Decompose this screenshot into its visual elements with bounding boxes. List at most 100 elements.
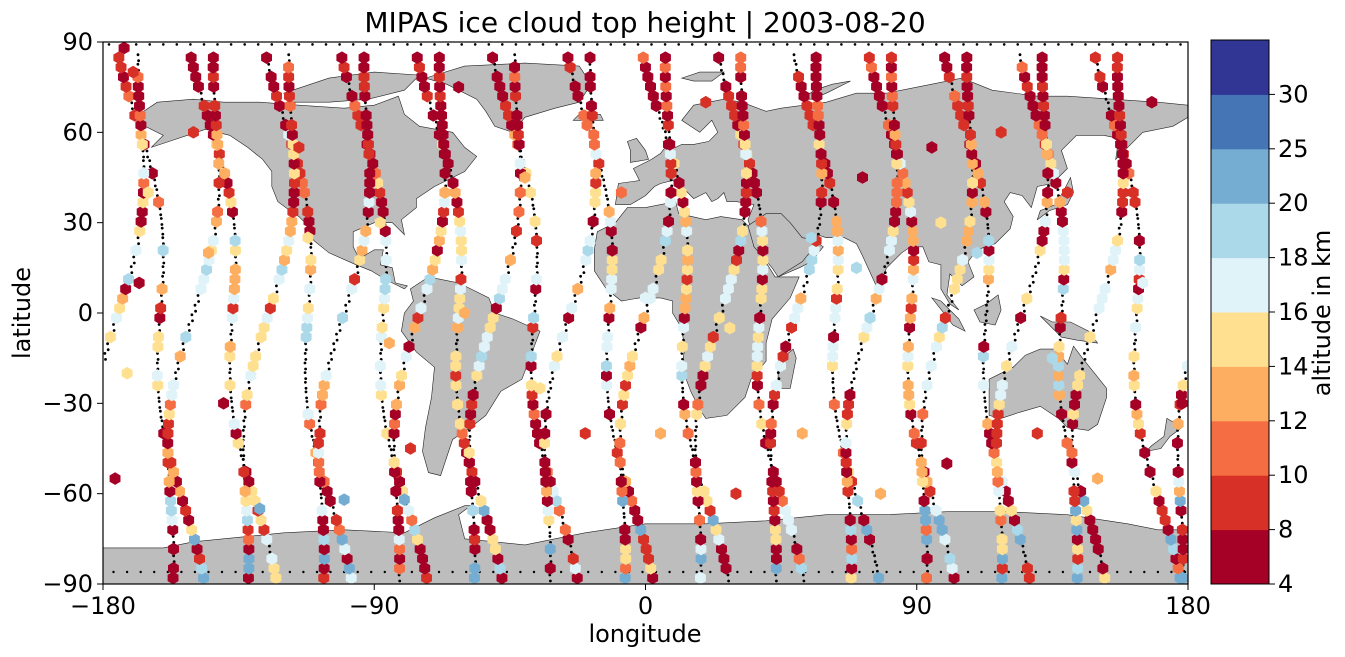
track-point (762, 429, 765, 432)
cloud-point (966, 186, 978, 199)
track-point (886, 261, 890, 265)
cloud-point (903, 388, 915, 402)
track-point (1076, 477, 1079, 480)
track-point (112, 329, 116, 332)
track-point (948, 43, 952, 46)
track-point (1008, 358, 1012, 361)
cloud-point (920, 523, 932, 537)
track-point (951, 88, 954, 91)
cloud-point (544, 562, 556, 575)
cloud-point (933, 330, 945, 344)
track-point (305, 400, 309, 403)
cloud-point (442, 157, 454, 170)
track-point (540, 448, 544, 452)
cloud-point (527, 398, 539, 411)
cloud-point (917, 475, 929, 488)
track-point (1031, 274, 1035, 278)
cloud-point (229, 263, 241, 276)
cloud-point (201, 263, 212, 276)
track-point (148, 159, 152, 163)
track-point (581, 265, 585, 268)
cloud-point (396, 369, 407, 382)
track-point (243, 415, 247, 419)
cloud-point (949, 282, 960, 296)
track-point (612, 435, 615, 438)
track-point (162, 271, 166, 274)
cloud-point (419, 562, 431, 575)
track-point (338, 43, 341, 46)
track-point (241, 448, 245, 452)
cloud-point (603, 311, 615, 325)
track-point (984, 319, 988, 323)
track-point (288, 570, 292, 574)
cloud-point (939, 311, 951, 325)
cloud-point (677, 195, 689, 209)
track-point (787, 338, 791, 342)
cloud-point (905, 407, 917, 421)
track-point (884, 117, 888, 120)
track-point (662, 246, 665, 249)
cloud-point (453, 80, 465, 94)
cloud-point (391, 504, 403, 517)
cloud-point (1177, 552, 1188, 565)
colorbar-segment (1211, 312, 1269, 367)
cloud-point (1099, 282, 1111, 296)
cloud-point (525, 359, 537, 373)
track-point (970, 213, 973, 217)
cloud-point (530, 273, 542, 286)
cloud-point (491, 70, 503, 84)
cloud-point (133, 89, 145, 103)
track-point (619, 473, 623, 477)
cloud-point (966, 147, 978, 161)
cloud-point (118, 70, 129, 84)
track-point (606, 400, 610, 403)
cloud-point (740, 186, 752, 199)
colorbar-tick-label: 10 (1278, 461, 1309, 489)
cloud-point (469, 562, 481, 575)
track-point (1141, 444, 1145, 448)
track-point (1003, 377, 1007, 380)
cloud-point (863, 51, 875, 64)
cloud-point (924, 485, 936, 498)
cloud-point (604, 301, 616, 315)
track-point (393, 444, 396, 448)
cloud-point (962, 99, 974, 113)
cloud-point (676, 359, 688, 373)
track-point (590, 226, 594, 230)
track-point (1088, 570, 1092, 574)
cloud-point (1015, 311, 1027, 325)
cloud-point (162, 436, 174, 450)
cloud-point (1087, 523, 1099, 537)
cloud-point (857, 171, 868, 184)
cloud-point (438, 147, 450, 161)
cloud-point (1133, 417, 1144, 431)
cloud-point (1058, 273, 1070, 286)
cloud-point (305, 253, 317, 267)
track-point (820, 178, 824, 182)
cloud-point (1037, 80, 1048, 93)
cloud-point (606, 244, 618, 257)
cloud-point (1058, 263, 1070, 276)
cloud-point (153, 195, 164, 209)
cloud-point (1127, 186, 1139, 199)
cloud-point (1068, 407, 1079, 421)
cloud-point (831, 282, 843, 296)
cloud-point (543, 513, 555, 527)
track-point (528, 43, 531, 46)
cloud-point (935, 216, 947, 229)
colorbar-label: altitude in km (1308, 230, 1336, 397)
cloud-point (213, 147, 225, 161)
track-point (501, 43, 504, 46)
track-point (981, 188, 984, 192)
track-point (983, 323, 987, 326)
cloud-point (767, 398, 779, 411)
track-point (860, 348, 864, 352)
track-point (984, 406, 987, 409)
colorbar-tick-label: 25 (1278, 135, 1309, 163)
track-point (688, 438, 692, 442)
track-point (709, 570, 712, 574)
cloud-point (174, 485, 185, 498)
cloud-point (439, 186, 451, 199)
cloud-point (665, 157, 677, 170)
track-point (927, 371, 931, 374)
